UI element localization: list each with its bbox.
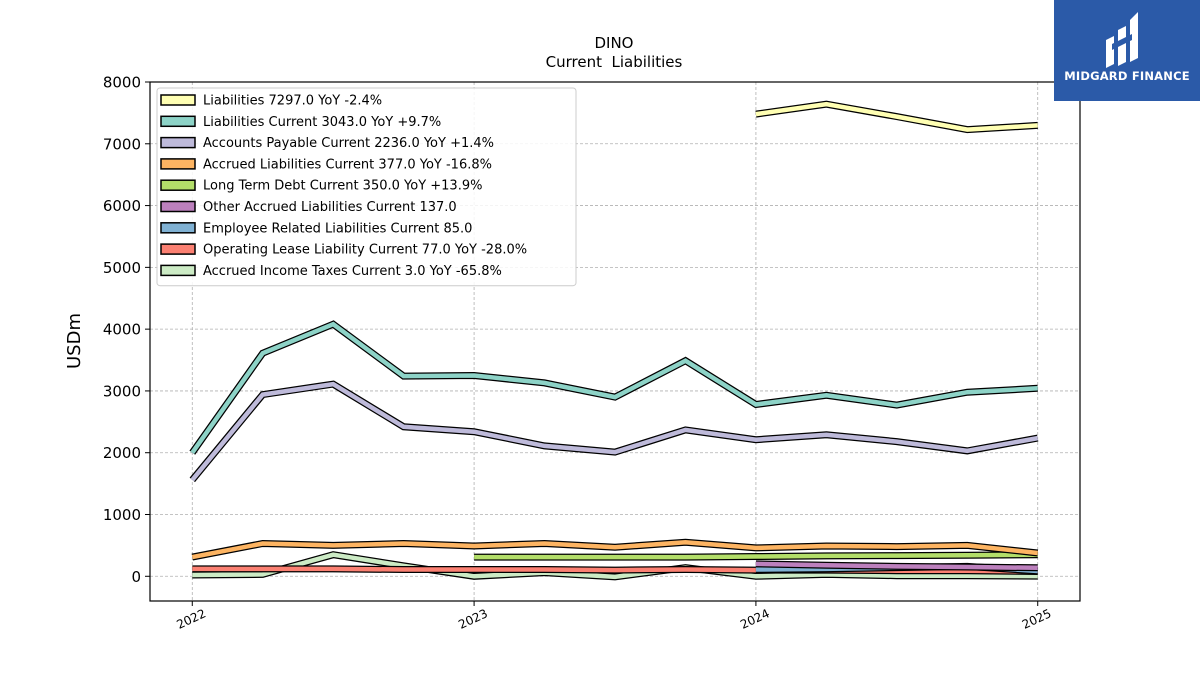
legend-label: Liabilities 7297.0 YoY -2.4% <box>203 94 382 109</box>
legend-swatch <box>160 243 196 255</box>
y-tick-label: 3000 <box>103 382 141 400</box>
legend-label: Long Term Debt Current 350.0 YoY +13.9% <box>203 179 482 194</box>
legend-label: Accrued Liabilities Current 377.0 YoY -1… <box>203 157 492 172</box>
series-line <box>192 552 1038 580</box>
x-tick-label: 2024 <box>738 606 772 632</box>
y-tick-label: 7000 <box>103 135 141 153</box>
series-line <box>474 552 1038 560</box>
series-lines <box>189 100 1039 581</box>
brand-logo: MIDGARD FINANCE <box>1054 0 1200 101</box>
legend-swatch <box>160 115 196 128</box>
legend-swatch <box>160 94 196 106</box>
series-line <box>190 381 1039 482</box>
legend-label: Other Accrued Liabilities Current 137.0 <box>203 200 457 215</box>
series-line <box>755 101 1038 132</box>
series-line <box>755 561 1038 571</box>
legend-swatch <box>160 136 196 149</box>
logo-mark-icon <box>1106 12 1138 68</box>
legend-label: Accounts Payable Current 2236.0 YoY +1.4… <box>203 136 494 151</box>
y-tick-label: 0 <box>131 568 141 586</box>
plot-frame <box>149 81 1081 602</box>
series-line <box>191 540 1038 560</box>
x-tick-label: 2022 <box>174 606 208 632</box>
legend-label: Employee Related Liabilities Current 85.… <box>203 221 472 236</box>
logo-text: MIDGARD FINANCE <box>1064 69 1190 83</box>
x-tick-label: 2025 <box>1020 606 1054 632</box>
chart-title: DINO <box>594 34 633 52</box>
y-tick-label: 1000 <box>103 506 141 524</box>
y-axis-label: USDm <box>64 313 85 369</box>
chart-subtitle: Current Liabilities <box>546 53 683 71</box>
legend-box <box>156 87 577 287</box>
legend-swatch <box>160 222 196 234</box>
legend-label: Accrued Income Taxes Current 3.0 YoY -65… <box>203 264 502 279</box>
legend-swatch <box>160 200 196 213</box>
series-line <box>190 321 1038 454</box>
legend: Liabilities 7297.0 YoY -2.4% Liabilities … <box>156 87 577 287</box>
legend-swatch <box>160 158 196 170</box>
legend-label: Operating Lease Liability Current 77.0 Y… <box>203 243 527 258</box>
y-tick-label: 2000 <box>103 444 141 462</box>
y-tick-label: 8000 <box>103 74 141 92</box>
legend-swatch <box>160 179 196 191</box>
legend-label: Liabilities Current 3043.0 YoY +9.7% <box>203 115 441 130</box>
y-tick-label: 4000 <box>103 321 141 339</box>
legend-swatch <box>160 264 196 277</box>
y-tick-label: 5000 <box>103 259 141 277</box>
y-tick-label: 6000 <box>103 197 141 215</box>
x-tick-label: 2023 <box>456 606 490 632</box>
